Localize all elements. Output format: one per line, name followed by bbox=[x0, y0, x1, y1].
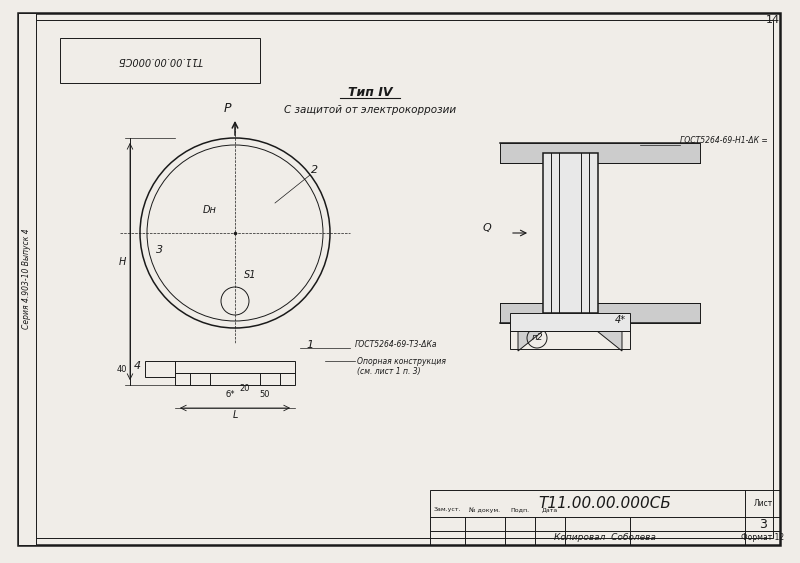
Text: Копировал  Соболева: Копировал Соболева bbox=[554, 534, 656, 543]
Text: Dн: Dн bbox=[203, 205, 217, 215]
Text: Дата: Дата bbox=[542, 507, 558, 512]
Bar bbox=[60, 38, 260, 83]
Text: 50: 50 bbox=[260, 390, 270, 399]
Text: S1: S1 bbox=[244, 270, 256, 280]
Bar bbox=[145, 361, 175, 377]
Text: Подп.: Подп. bbox=[510, 507, 530, 512]
Polygon shape bbox=[518, 331, 543, 351]
Text: С защитой от электрокоррозии: С защитой от электрокоррозии bbox=[284, 105, 456, 115]
Bar bbox=[500, 303, 700, 323]
Text: P: P bbox=[223, 102, 230, 115]
Bar bbox=[430, 490, 780, 545]
Bar bbox=[175, 373, 295, 385]
Bar bbox=[175, 361, 295, 373]
Bar bbox=[500, 143, 700, 163]
Text: ГОСТ5264-69-Т3-ΔКа: ГОСТ5264-69-Т3-ΔКа bbox=[355, 340, 438, 349]
Text: Серия 4.903-10 Выпуск 4: Серия 4.903-10 Выпуск 4 bbox=[22, 229, 31, 329]
Text: б*: б* bbox=[226, 390, 234, 399]
Text: 40: 40 bbox=[117, 364, 127, 373]
Ellipse shape bbox=[588, 190, 596, 205]
Text: Опорная конструкция
(см. лист 1 п. 3): Опорная конструкция (см. лист 1 п. 3) bbox=[357, 357, 446, 377]
Text: 3: 3 bbox=[157, 245, 163, 255]
Text: ГОСТ5264-69-Н1-ΔК =: ГОСТ5264-69-Н1-ΔК = bbox=[680, 136, 768, 145]
Bar bbox=[510, 331, 630, 349]
Text: Н: Н bbox=[118, 257, 126, 267]
Bar bbox=[543, 153, 598, 313]
Text: 1: 1 bbox=[306, 340, 314, 350]
Text: Формат 12: Формат 12 bbox=[742, 534, 785, 543]
Text: Т11.00.00.000СБ: Т11.00.00.000СБ bbox=[118, 55, 202, 65]
Text: 2: 2 bbox=[311, 165, 318, 175]
Text: Т11.00.00.000СБ: Т11.00.00.000СБ bbox=[538, 495, 671, 511]
Text: п2: п2 bbox=[531, 333, 543, 342]
Text: 4*: 4* bbox=[614, 315, 626, 325]
Bar bbox=[510, 313, 630, 331]
Ellipse shape bbox=[544, 190, 552, 205]
Text: 20: 20 bbox=[240, 384, 250, 393]
Text: 4: 4 bbox=[134, 361, 141, 371]
Polygon shape bbox=[597, 331, 622, 351]
Text: L: L bbox=[232, 410, 238, 420]
Text: № докум.: № докум. bbox=[470, 507, 501, 513]
Text: Тип IV: Тип IV bbox=[348, 87, 392, 100]
Bar bbox=[18, 13, 36, 545]
Text: Лист: Лист bbox=[754, 498, 773, 507]
Text: Q: Q bbox=[482, 223, 491, 233]
Text: 14: 14 bbox=[766, 15, 780, 25]
Text: Зам.уст.: Зам.уст. bbox=[434, 507, 461, 512]
Text: 3: 3 bbox=[759, 517, 767, 530]
